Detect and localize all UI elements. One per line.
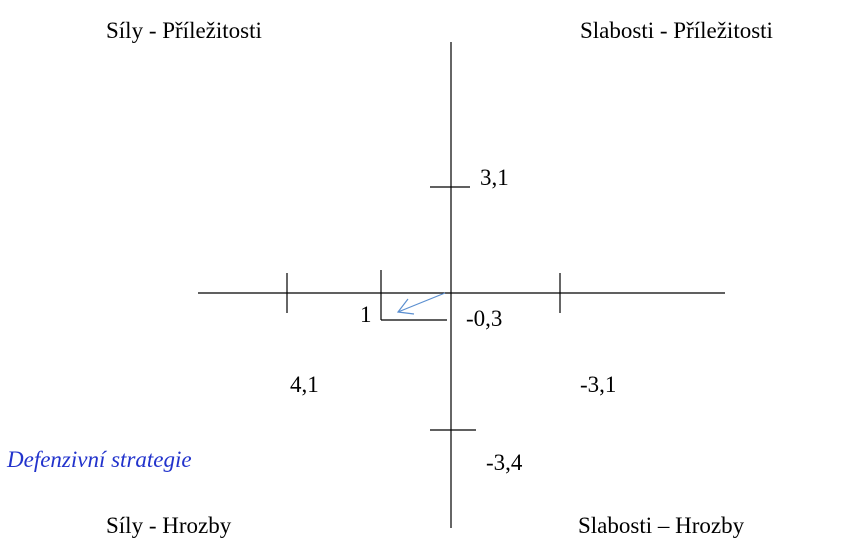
- quadrant-label: Slabosti – Hrozby: [578, 513, 745, 538]
- value-label: -3,4: [486, 450, 523, 475]
- value-label: 4,1: [290, 372, 319, 397]
- value-label: 3,1: [480, 165, 509, 190]
- quadrant-label: Slabosti - Příležitosti: [580, 18, 773, 43]
- value-label: 1: [360, 302, 372, 327]
- quadrant-label: Síly - Příležitosti: [106, 18, 262, 43]
- quadrant-label: Síly - Hrozby: [106, 513, 232, 538]
- arrow: [396, 292, 446, 315]
- strategy-annotation: Defenzivní strategie: [6, 447, 192, 472]
- value-label: -3,1: [580, 372, 616, 397]
- value-label: -0,3: [466, 306, 502, 331]
